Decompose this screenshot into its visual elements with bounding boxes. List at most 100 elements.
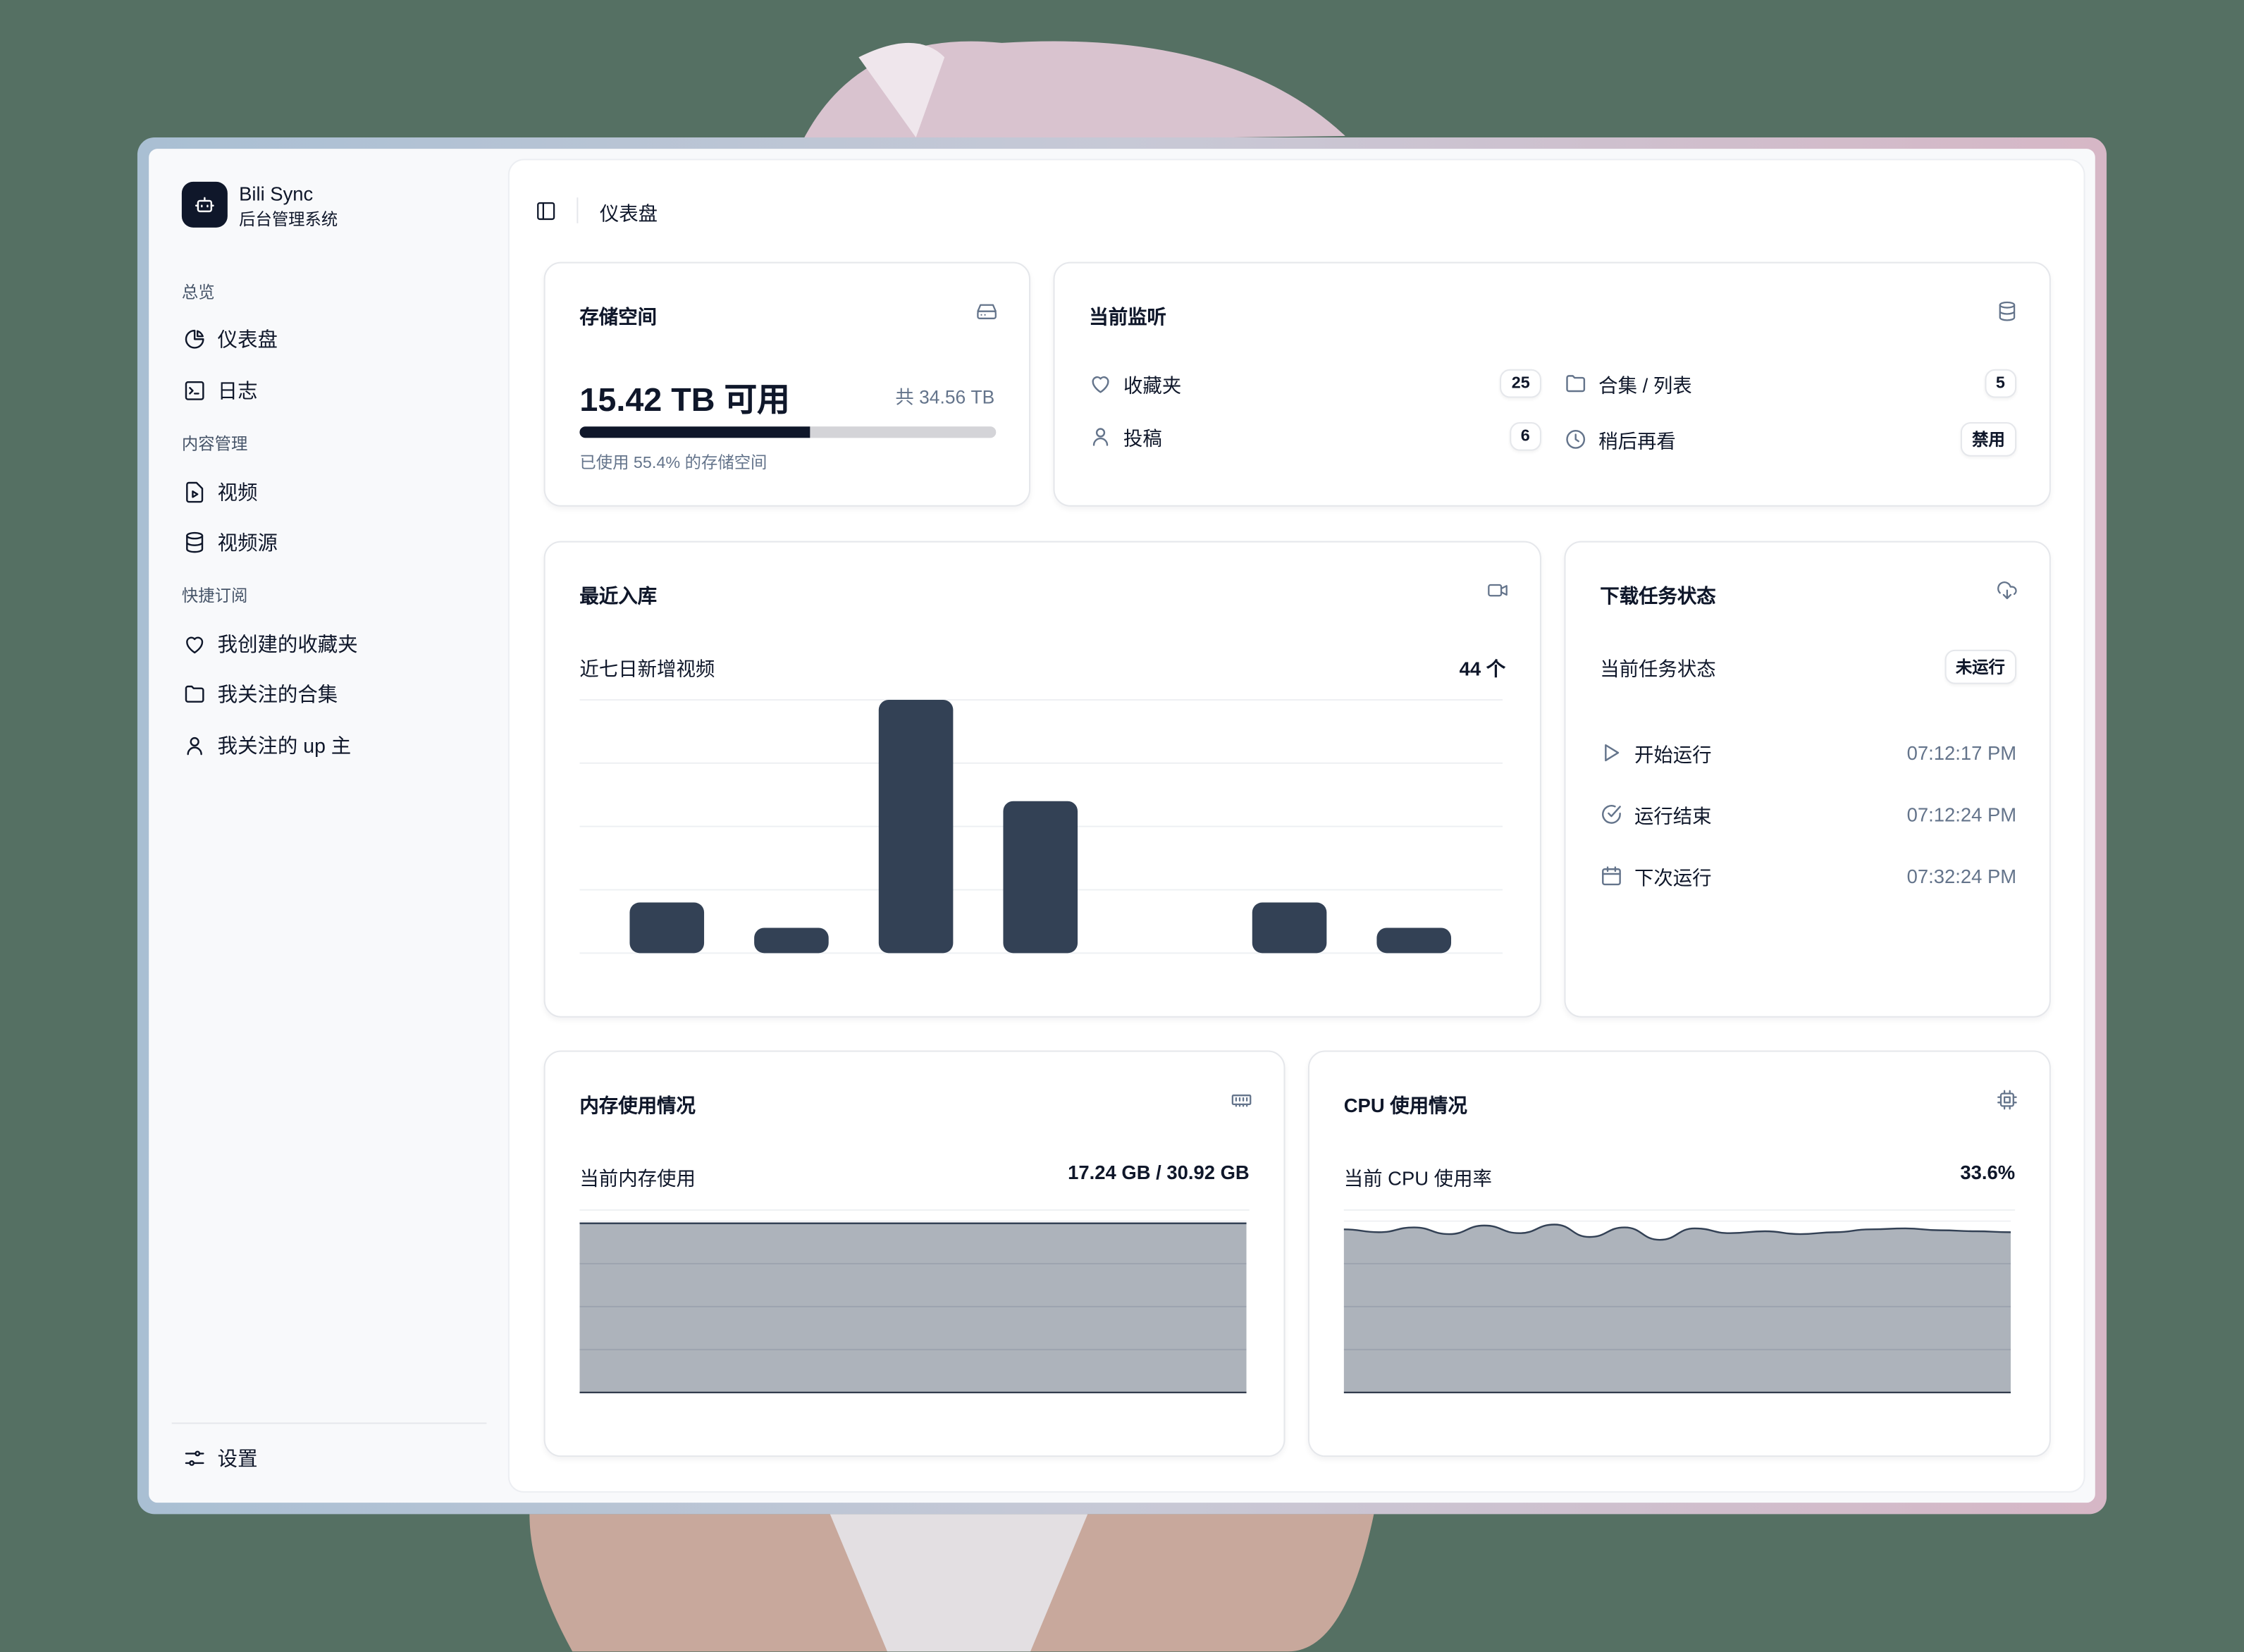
clock-icon [1564,428,1586,450]
section-content: 内容管理 [181,436,248,454]
cpu-area-chart [1343,1221,2011,1393]
row-time: 07:12:17 PM [1906,741,2017,764]
sidebar-item-label: 视频源 [217,531,278,554]
settings-sliders-icon [183,1447,206,1469]
download-card: 下载任务状态 当前任务状态 未运行 开始运行 07:12:17 PM 运行结束 07:… [1564,541,2051,1018]
card-title: CPU 使用情况 [1343,1095,1467,1116]
app-window: Bili Sync 后台管理系统 总览 仪表盘 日志 内容管理 视频 视频源 快… [137,137,2107,1515]
check-circle-icon [1600,803,1622,825]
row-time: 07:32:24 PM [1906,865,2017,887]
count-badge: 6 [1509,422,1541,451]
sidebar-item-label: 日志 [217,379,258,402]
storage-used-text: 已使用 55.4% 的存储空间 [579,455,767,473]
row-label: 开始运行 [1634,744,1712,766]
end-run-row: 运行结束 07:12:24 PM [1600,800,2016,829]
video-camera-icon [1487,579,1508,600]
hard-drive-icon [976,300,997,321]
divider [579,1209,1250,1211]
card-title: 内存使用情况 [579,1095,696,1116]
sidebar-item-videos[interactable]: 视频 [183,472,258,512]
monitor-favorites[interactable]: 收藏夹 25 [1089,369,1541,398]
bar-1 [629,902,705,954]
cpu-card: CPU 使用情况 当前 CPU 使用率 33.6% [1307,1050,2051,1457]
recent-count: 44 个 [1459,658,1506,680]
sidebar-item-video-sources[interactable]: 视频源 [183,522,278,562]
monitor-submissions[interactable]: 投稿 6 [1089,422,1541,451]
play-icon [1600,741,1622,764]
recent-bar-chart [579,698,1503,954]
sidebar-item-followed-uploaders[interactable]: 我关注的 up 主 [183,726,351,766]
sidebar-item-followed-collections[interactable]: 我关注的合集 [183,674,338,714]
monitor-label: 稍后再看 [1598,431,1676,452]
monitor-collections[interactable]: 合集 / 列表 5 [1564,369,2017,398]
sidebar-item-label: 视频 [217,481,258,504]
cloud-download-icon [1997,579,2018,600]
heart-icon [183,633,206,655]
folder-icon [1564,372,1586,395]
area-fill [1343,1224,2011,1393]
header-divider [577,197,579,223]
monitor-label: 收藏夹 [1123,375,1182,397]
monitor-label: 投稿 [1123,428,1162,450]
main-panel: 仪表盘 存储空间 15.42 TB 可用 共 34.56 TB 已使用 55.4… [509,160,2084,1491]
area-line [1343,1223,2011,1241]
breadcrumb: 仪表盘 [599,203,658,225]
sidebar-divider [171,1422,487,1424]
sidebar-item-my-favorites[interactable]: 我创建的收藏夹 [183,624,358,664]
bar-2 [754,927,829,954]
monitor-card: 当前监听 收藏夹 25 合集 / 列表 5 投稿 6 稍后再看 禁用 [1053,261,2051,507]
memory-area-chart [579,1221,1247,1393]
user-icon [1089,425,1111,448]
next-run-row: 下次运行 07:32:24 PM [1600,861,2016,890]
card-title: 存储空间 [579,306,658,328]
sidebar-item-logs[interactable]: 日志 [183,371,258,411]
recent-card: 最近入库 近七日新增视频 44 个 [543,541,1541,1018]
divider [1343,1209,2016,1211]
sidebar-item-dashboard[interactable]: 仪表盘 [183,319,278,359]
count-badge: 25 [1500,369,1541,398]
app-logo[interactable] [181,181,228,228]
monitor-watch-later[interactable]: 稍后再看 禁用 [1564,422,2017,457]
memory-value: 17.24 GB / 30.92 GB [1068,1161,1250,1184]
recent-subtitle: 近七日新增视频 [579,658,715,680]
bar-3 [878,699,954,954]
sidebar-item-settings[interactable]: 设置 [183,1438,258,1479]
count-badge: 5 [1984,369,2017,398]
app-name: Bili Sync [239,183,314,205]
bar-6 [1252,902,1327,954]
storage-available: 15.42 TB 可用 [579,381,790,418]
memory-label: 当前内存使用 [579,1167,696,1190]
monitor-label: 合集 / 列表 [1598,375,1692,397]
app-subtitle: 后台管理系统 [239,211,338,229]
memory-card: 内存使用情况 当前内存使用 17.24 GB / 30.92 GB [543,1050,1286,1457]
cpu-icon [1997,1089,2018,1110]
sidebar-item-label: 我创建的收藏夹 [217,632,358,656]
task-status-row: 当前任务状态 未运行 [1600,649,2017,684]
storage-card: 存储空间 15.42 TB 可用 共 34.56 TB 已使用 55.4% 的存… [543,261,1031,507]
row-time: 07:12:24 PM [1906,803,2017,825]
section-subscriptions: 快捷订阅 [181,588,248,605]
database-icon [1997,300,2018,321]
sidebar-item-label: 设置 [217,1446,258,1470]
task-status-label: 当前任务状态 [1600,658,1716,680]
row-label: 下次运行 [1634,867,1712,889]
card-title: 最近入库 [579,585,658,607]
cpu-value: 33.6% [1960,1161,2016,1184]
row-label: 运行结束 [1634,806,1712,827]
memory-stick-icon [1231,1089,1252,1110]
area-fill [579,1223,1247,1393]
sidebar-toggle-icon[interactable] [535,200,556,221]
status-badge: 禁用 [1960,422,2017,457]
calendar-icon [1600,864,1622,887]
cpu-label: 当前 CPU 使用率 [1343,1167,1492,1190]
bar-7 [1376,927,1452,954]
video-file-icon [183,481,206,503]
sidebar-item-label: 我关注的合集 [217,682,338,706]
card-title: 下载任务状态 [1600,585,1716,607]
start-run-row: 开始运行 07:12:17 PM [1600,739,2016,768]
sidebar-item-label: 仪表盘 [217,328,278,351]
storage-total: 共 34.56 TB [895,386,995,408]
card-title: 当前监听 [1089,306,1166,328]
database-icon [183,531,206,553]
